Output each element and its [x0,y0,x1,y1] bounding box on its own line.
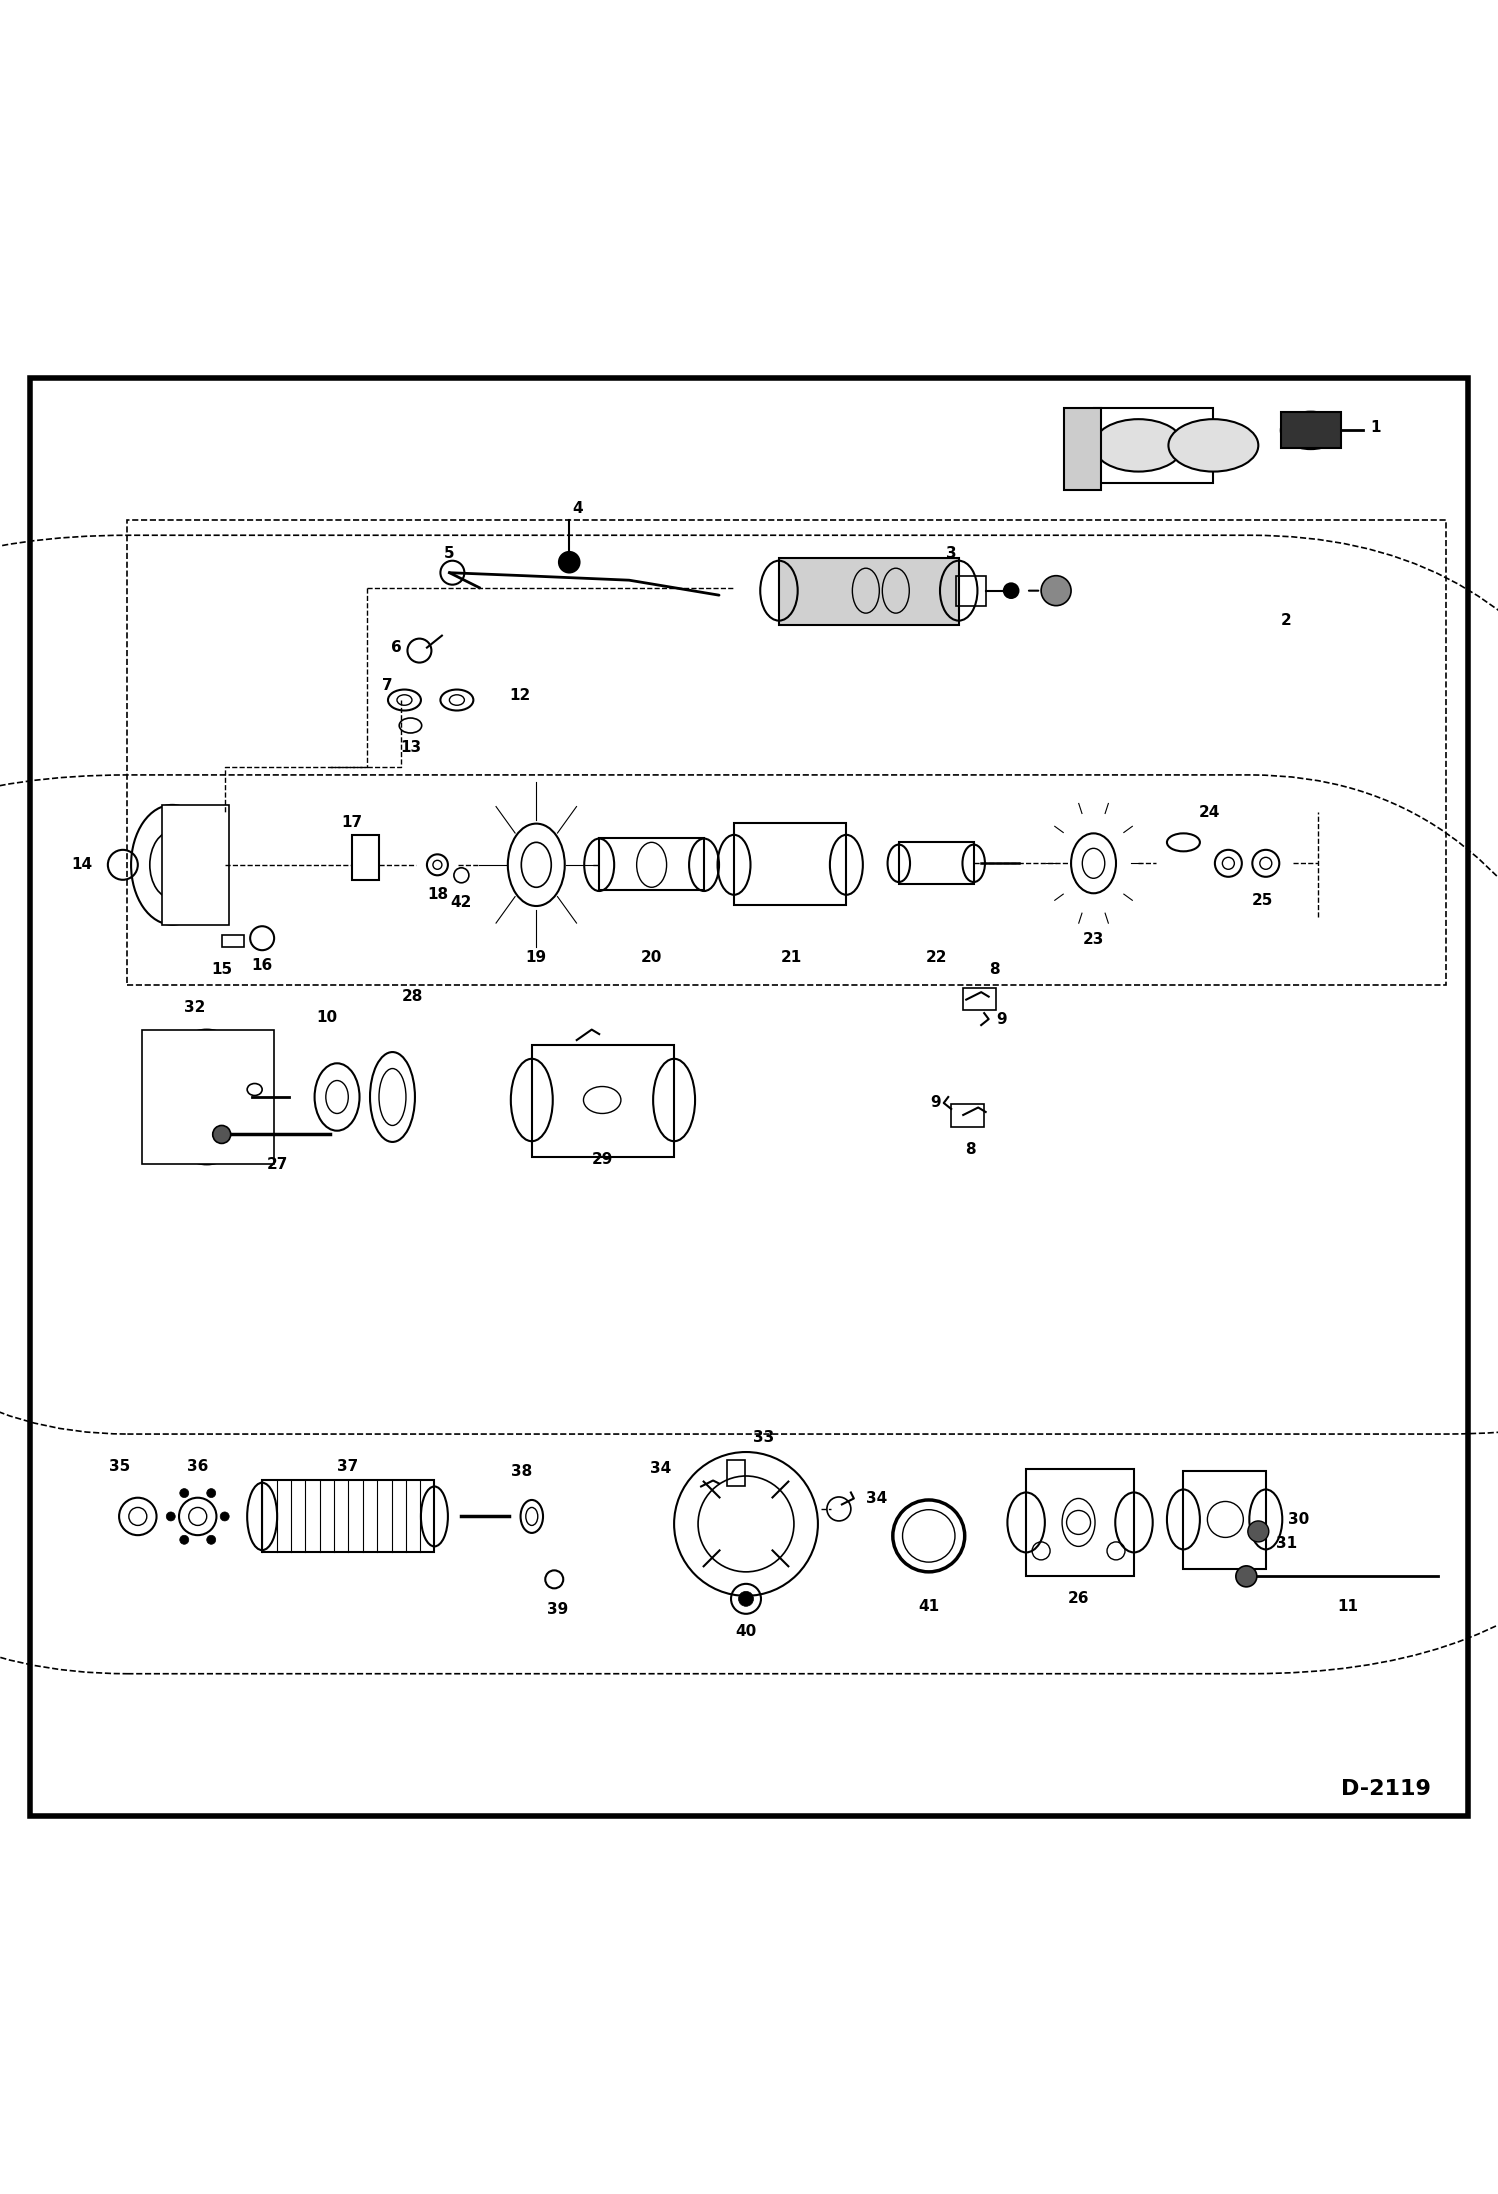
Text: 19: 19 [526,950,547,965]
Text: 4: 4 [572,500,583,516]
Text: 26: 26 [1068,1591,1089,1606]
Bar [1064,408,1101,489]
Circle shape [559,551,580,573]
Bar [262,1481,434,1553]
Text: 9: 9 [930,1095,941,1110]
Text: 34: 34 [866,1492,887,1505]
Bar [963,987,996,1009]
Bar [734,823,846,906]
Text: 38: 38 [511,1463,532,1479]
Bar [899,842,974,884]
Text: 20: 20 [641,950,662,965]
Text: 3: 3 [945,546,957,562]
Bar [142,1029,274,1165]
Circle shape [180,1536,189,1545]
Text: 30: 30 [1288,1512,1309,1527]
Text: 37: 37 [337,1459,358,1474]
Circle shape [207,1536,216,1545]
Text: 8: 8 [965,1141,977,1156]
Text: 24: 24 [1198,805,1219,821]
Ellipse shape [1094,419,1183,472]
Text: 27: 27 [267,1156,288,1172]
Text: 23: 23 [1083,932,1104,948]
Text: 16: 16 [252,959,273,972]
Bar [599,838,704,891]
Bar [951,1104,984,1128]
Text: 29: 29 [592,1152,613,1167]
Text: 15: 15 [211,963,232,976]
Text: 14: 14 [72,858,93,873]
Text: 12: 12 [509,689,530,702]
Text: 22: 22 [926,950,947,965]
Text: 34: 34 [650,1461,671,1477]
Bar [1183,1472,1266,1569]
Bar [127,520,1446,985]
Bar [222,935,244,948]
Ellipse shape [1281,412,1341,450]
Circle shape [1248,1520,1269,1542]
Circle shape [1236,1567,1257,1586]
Text: 7: 7 [382,678,392,693]
Text: D-2119: D-2119 [1341,1779,1431,1799]
Text: 42: 42 [451,895,472,911]
Circle shape [1041,575,1071,606]
Bar [727,1459,745,1488]
Bar [162,805,229,924]
Text: 25: 25 [1252,893,1273,908]
Text: 21: 21 [780,950,801,965]
Text: 5: 5 [443,546,455,562]
Text: 1: 1 [1371,419,1381,434]
Text: 39: 39 [547,1602,568,1617]
Text: 8: 8 [989,963,999,976]
Text: 41: 41 [918,1599,939,1615]
Circle shape [213,1126,231,1143]
Text: 18: 18 [427,886,448,902]
Bar [956,575,986,606]
Text: 40: 40 [736,1624,756,1639]
Text: 9: 9 [996,1011,1007,1027]
Bar [1281,412,1341,448]
Circle shape [739,1591,753,1606]
Text: 28: 28 [401,989,422,1005]
Bar [1026,1468,1134,1575]
Text: 35: 35 [109,1459,130,1474]
Text: 6: 6 [391,641,401,656]
Text: 33: 33 [753,1430,774,1444]
Text: 17: 17 [342,816,363,829]
Circle shape [180,1488,189,1499]
Text: 11: 11 [1338,1599,1359,1615]
Circle shape [1004,584,1019,599]
Text: 13: 13 [400,742,421,755]
Text: 10: 10 [316,1009,337,1025]
Text: 2: 2 [1281,612,1291,627]
Circle shape [166,1512,175,1520]
Circle shape [207,1488,216,1499]
Bar [352,836,379,880]
Text: 31: 31 [1276,1536,1297,1551]
Text: 32: 32 [184,1000,205,1014]
Text: 36: 36 [187,1459,208,1474]
Bar [1094,408,1213,483]
Circle shape [220,1512,229,1520]
Bar [532,1044,674,1156]
Bar [779,557,959,625]
Ellipse shape [1168,419,1258,472]
